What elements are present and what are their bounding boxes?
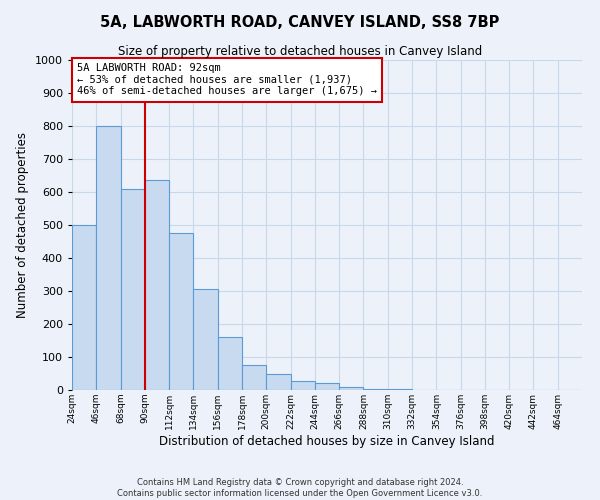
Text: 5A, LABWORTH ROAD, CANVEY ISLAND, SS8 7BP: 5A, LABWORTH ROAD, CANVEY ISLAND, SS8 7B… bbox=[100, 15, 500, 30]
X-axis label: Distribution of detached houses by size in Canvey Island: Distribution of detached houses by size … bbox=[159, 434, 495, 448]
Bar bbox=[266, 374, 290, 390]
Bar bbox=[339, 386, 364, 390]
Bar bbox=[242, 364, 266, 390]
Bar bbox=[315, 384, 339, 390]
Bar bbox=[145, 180, 169, 390]
Bar bbox=[290, 381, 315, 390]
Bar bbox=[218, 336, 242, 390]
Bar bbox=[169, 233, 193, 390]
Text: 5A LABWORTH ROAD: 92sqm
← 53% of detached houses are smaller (1,937)
46% of semi: 5A LABWORTH ROAD: 92sqm ← 53% of detache… bbox=[77, 64, 377, 96]
Text: Size of property relative to detached houses in Canvey Island: Size of property relative to detached ho… bbox=[118, 45, 482, 58]
Bar bbox=[121, 188, 145, 390]
Text: Contains HM Land Registry data © Crown copyright and database right 2024.
Contai: Contains HM Land Registry data © Crown c… bbox=[118, 478, 482, 498]
Bar bbox=[72, 225, 96, 390]
Bar bbox=[96, 126, 121, 390]
Bar bbox=[364, 389, 388, 390]
Bar bbox=[193, 290, 218, 390]
Y-axis label: Number of detached properties: Number of detached properties bbox=[16, 132, 29, 318]
